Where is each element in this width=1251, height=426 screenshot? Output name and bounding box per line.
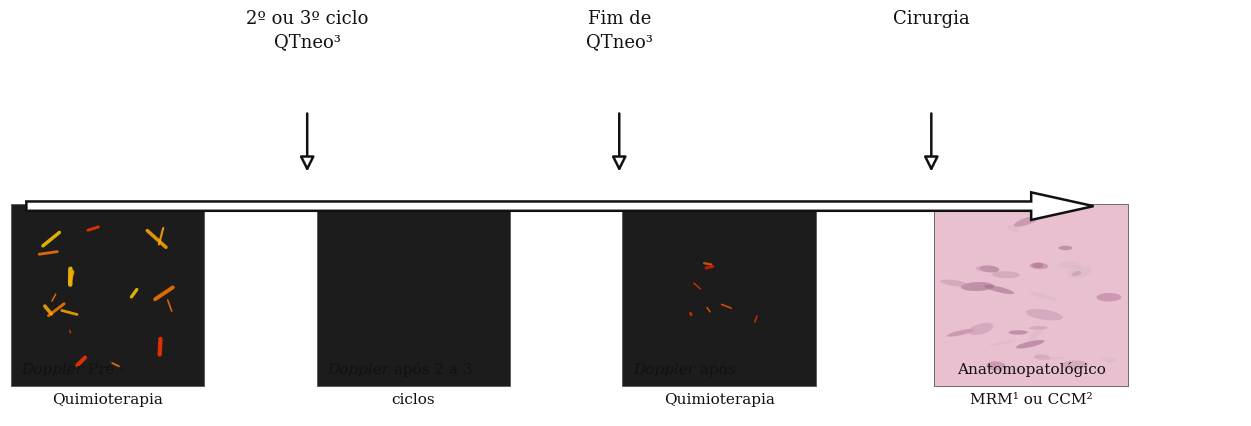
Bar xyxy=(623,204,816,386)
Ellipse shape xyxy=(1030,263,1048,270)
Ellipse shape xyxy=(1016,340,1045,349)
Text: Quimioterapia: Quimioterapia xyxy=(664,391,774,406)
Text: Anatomopatológico: Anatomopatológico xyxy=(957,361,1106,376)
Text: 2º ou 3º ciclo
QTneo³: 2º ou 3º ciclo QTneo³ xyxy=(246,10,368,52)
Ellipse shape xyxy=(1008,331,1028,335)
Text: Cirurgia: Cirurgia xyxy=(893,10,970,28)
Bar xyxy=(11,204,204,386)
Text: ciclos: ciclos xyxy=(392,391,435,406)
Ellipse shape xyxy=(1058,246,1072,250)
Text: Pré -: Pré - xyxy=(83,362,125,376)
Ellipse shape xyxy=(1026,309,1063,321)
Ellipse shape xyxy=(1060,262,1081,269)
Text: após 2 a 3: após 2 a 3 xyxy=(389,361,473,376)
Bar xyxy=(317,204,510,386)
Text: MRM¹ ou CCM²: MRM¹ ou CCM² xyxy=(970,391,1092,406)
Ellipse shape xyxy=(992,271,1020,279)
Ellipse shape xyxy=(1068,267,1091,279)
Ellipse shape xyxy=(1035,354,1051,360)
Ellipse shape xyxy=(961,282,995,291)
Ellipse shape xyxy=(1062,360,1088,370)
Ellipse shape xyxy=(985,285,1015,294)
FancyArrow shape xyxy=(26,193,1093,220)
Text: Doppler: Doppler xyxy=(21,362,83,376)
Ellipse shape xyxy=(1032,263,1043,268)
Ellipse shape xyxy=(1102,358,1117,363)
Ellipse shape xyxy=(1028,328,1043,341)
Ellipse shape xyxy=(1007,225,1018,233)
Ellipse shape xyxy=(990,340,1015,346)
Ellipse shape xyxy=(1096,293,1121,302)
Ellipse shape xyxy=(1072,271,1081,276)
Ellipse shape xyxy=(980,266,1000,273)
Text: Fim de
QTneo³: Fim de QTneo³ xyxy=(585,10,653,52)
Ellipse shape xyxy=(997,365,1023,374)
Ellipse shape xyxy=(1030,293,1057,301)
Ellipse shape xyxy=(1013,216,1038,227)
Ellipse shape xyxy=(987,362,1006,371)
Ellipse shape xyxy=(1028,326,1047,330)
Ellipse shape xyxy=(976,267,992,272)
Text: após: após xyxy=(694,361,736,376)
Ellipse shape xyxy=(1037,357,1065,360)
Text: Doppler: Doppler xyxy=(327,362,389,376)
Text: Quimioterapia: Quimioterapia xyxy=(53,391,163,406)
Ellipse shape xyxy=(968,323,993,335)
Ellipse shape xyxy=(947,329,975,337)
Text: Doppler: Doppler xyxy=(633,362,694,376)
Ellipse shape xyxy=(940,280,970,287)
Bar xyxy=(934,204,1128,386)
